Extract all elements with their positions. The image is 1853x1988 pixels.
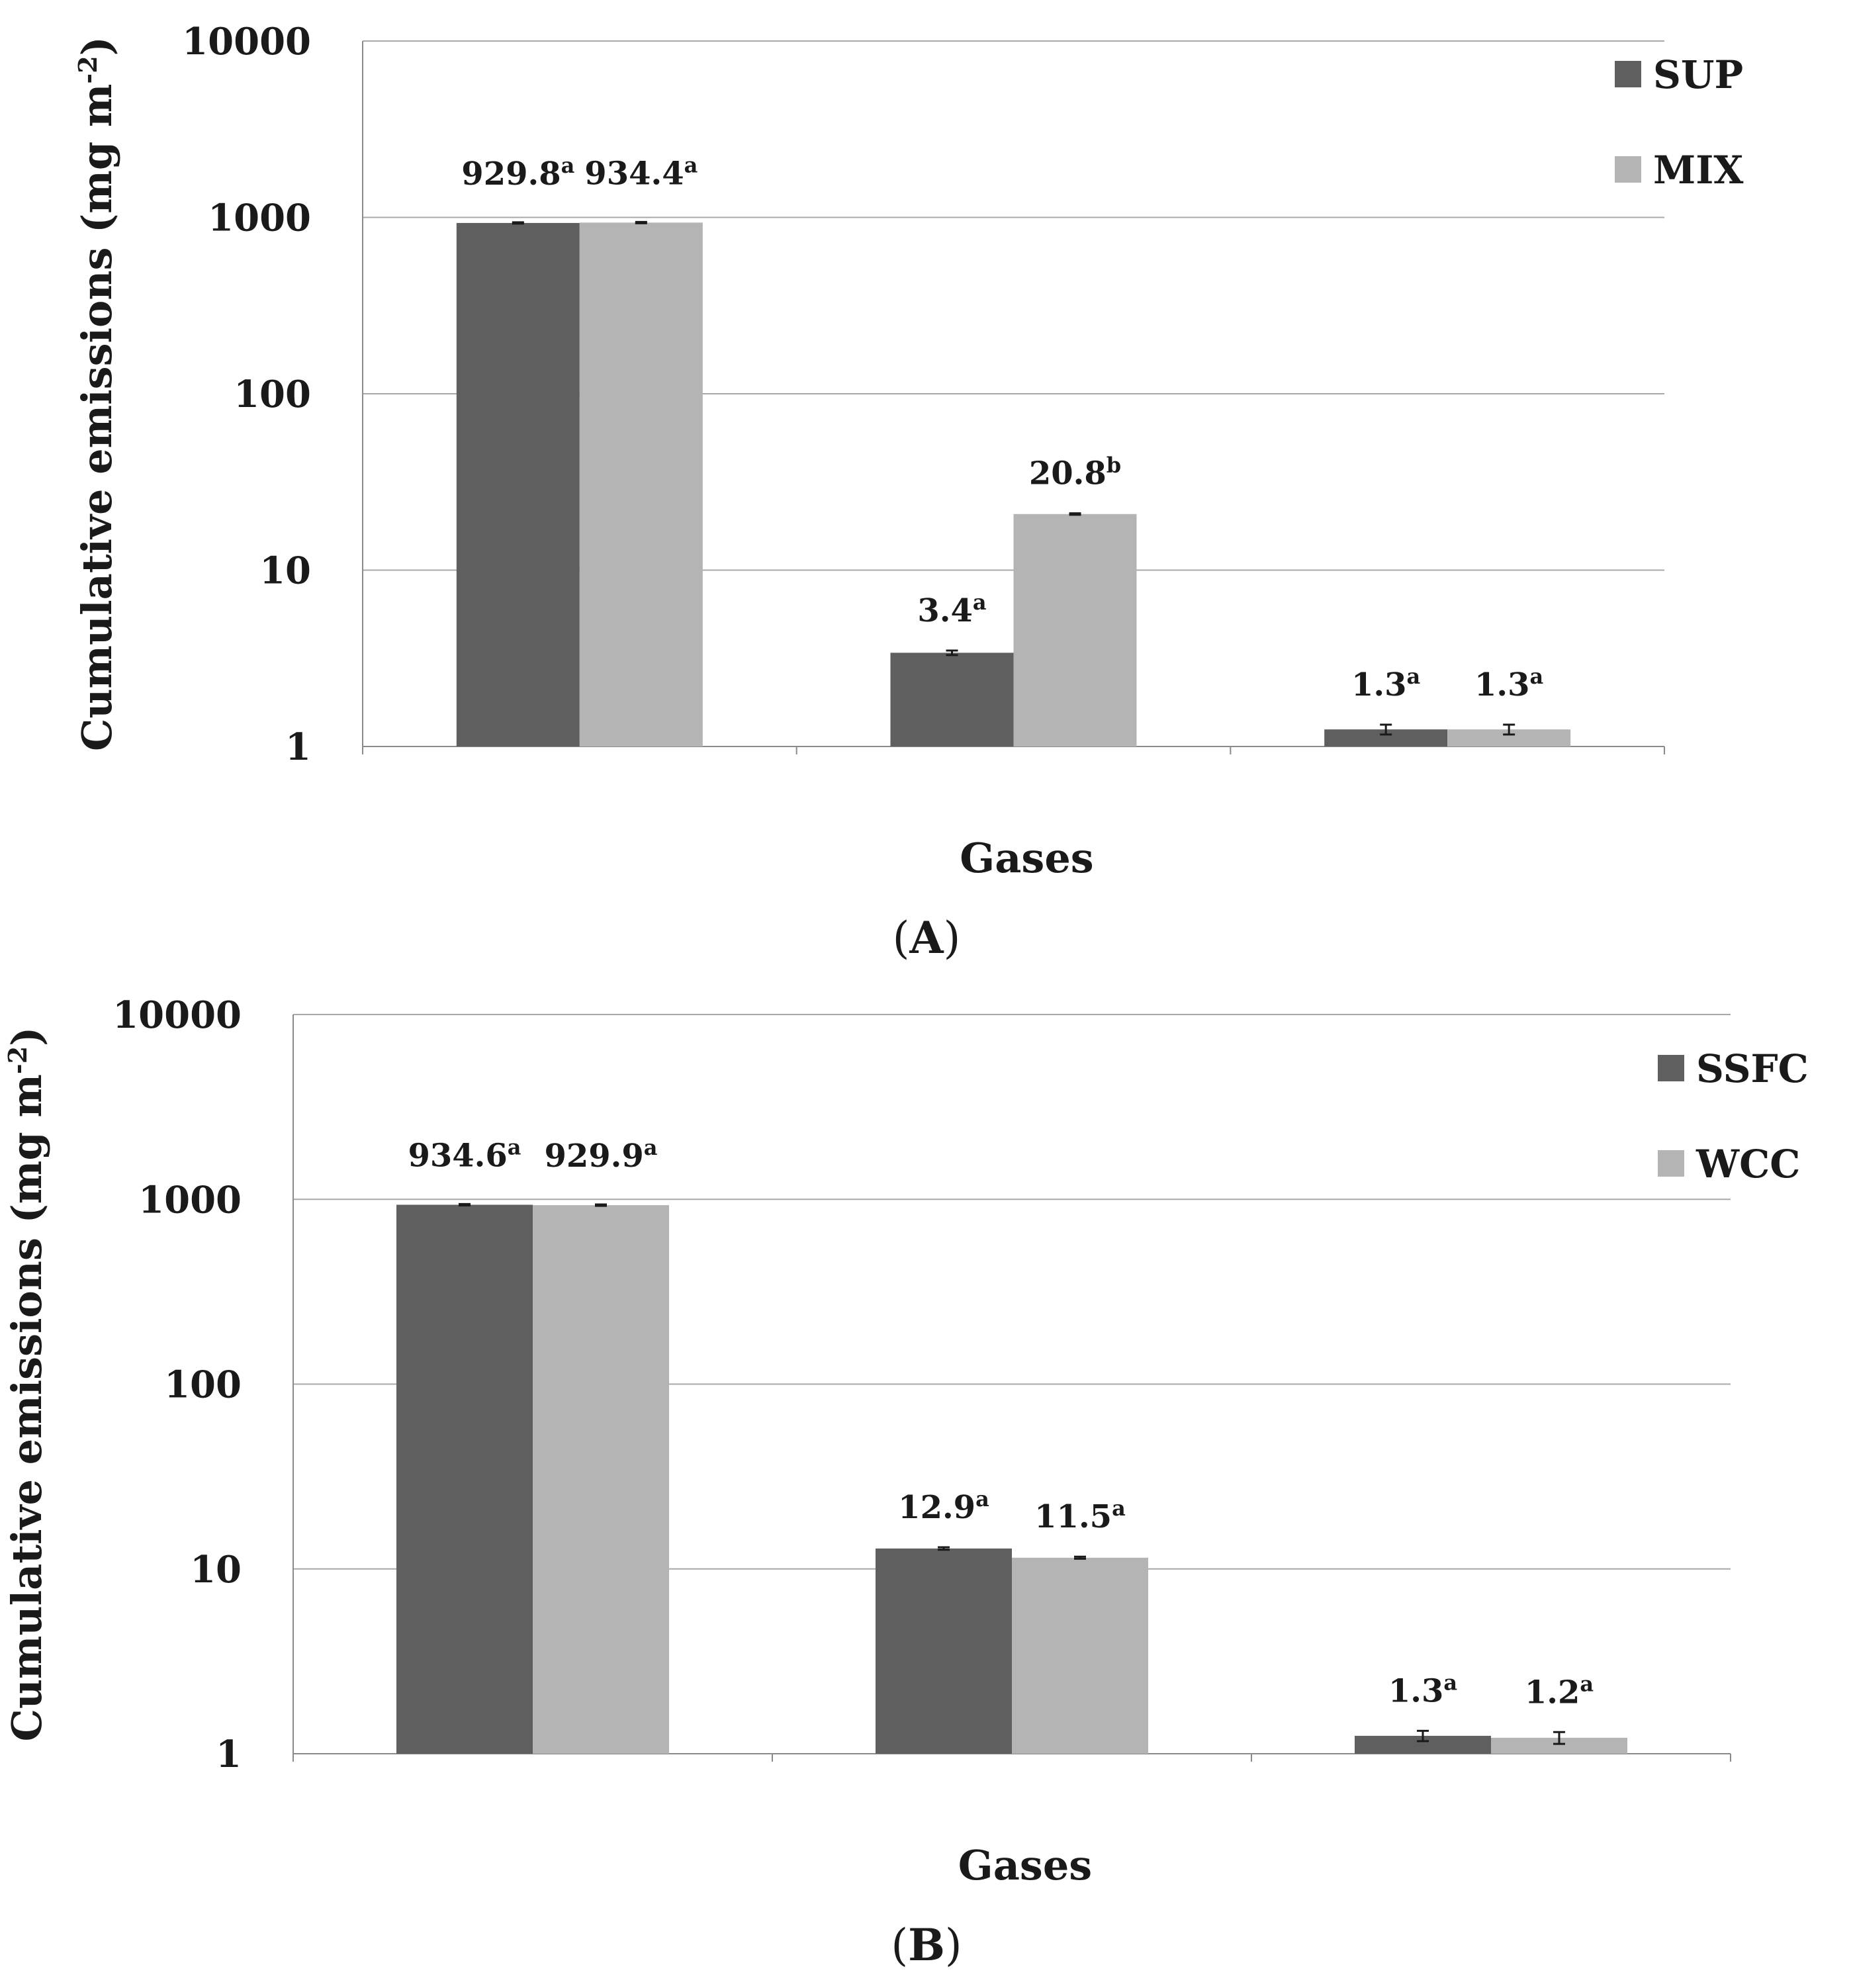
bar-wcc [533,1205,669,1754]
legend-swatch-sup [1615,61,1641,87]
y-tick-label: 1 [216,1733,242,1776]
legend-swatch-mix [1615,156,1641,183]
data-label: 929.9a [544,1135,657,1175]
bar-sup [456,222,580,746]
chart-panel-b: 1 10 100 1000 10000 934.6a 929.9a 12.9a 11.5a 1.3… [3,993,1809,1971]
x-axis-label: Gases [960,834,1093,882]
data-label: 1.3a [1351,664,1420,703]
panel-label: (B) [891,1919,962,1971]
y-axis-label: Cumulative emissions (mg m-2) [3,1026,51,1741]
y-tick-label: 100 [164,1363,242,1407]
bar-wcc [1012,1557,1148,1754]
y-tick-label: 100 [234,373,311,416]
y-tick-label: 10 [190,1548,242,1592]
legend-label-sup: SUP [1653,52,1743,97]
y-axis-label: Cumulative emissions (mg m-2) [73,36,121,751]
bar-sup [890,653,1014,746]
y-tick-label: 10000 [182,20,311,64]
y-tick-label: 1000 [208,197,311,240]
y-tick-label: 10000 [113,993,242,1037]
bar-mix [579,222,703,746]
legend-swatch-ssfc [1658,1055,1684,1081]
data-label: 3.4a [917,590,986,629]
y-tick-label: 10 [259,549,311,593]
data-label: 12.9a [898,1486,989,1526]
data-label: 1.3a [1474,664,1543,703]
data-label: 934.6a [408,1134,521,1174]
bar-mix [1013,514,1137,746]
x-axis-label: Gases [958,1841,1092,1889]
panel-label: (A) [893,912,961,964]
data-label: 1.3a [1388,1670,1457,1709]
bar-ssfc [396,1204,533,1754]
data-label: 20.8b [1029,453,1121,492]
legend-swatch-wcc [1658,1150,1684,1177]
data-label: 934.4a [584,152,698,192]
data-label: 1.2a [1525,1671,1594,1711]
y-tick-label: 1 [285,725,311,769]
data-label: 11.5a [1034,1496,1126,1535]
y-tick-label: 1000 [138,1178,242,1222]
chart-panel-a: 1 10 100 1000 10000 929.8a 934.4a 3.4a 20.8b 1.3a… [73,20,1743,964]
legend-label-ssfc: SSFC [1696,1046,1809,1091]
bar-ssfc [876,1548,1012,1754]
legend-label-wcc: WCC [1695,1142,1800,1187]
data-label: 929.8a [461,153,574,193]
legend-label-mix: MIX [1653,148,1743,193]
